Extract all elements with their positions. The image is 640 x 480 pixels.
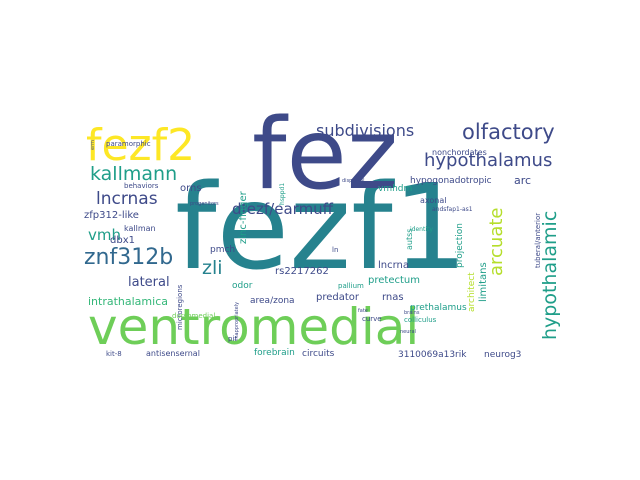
word-24: axonal xyxy=(420,196,446,205)
word-5: subdivisions xyxy=(316,121,414,140)
word-1: fez xyxy=(252,98,398,212)
cloud-background xyxy=(80,120,560,360)
word-15: lateral xyxy=(128,275,170,290)
word-43: autss xyxy=(405,229,414,250)
word-22: arc xyxy=(514,174,531,187)
word-65: dispersal xyxy=(342,178,365,184)
word-20: vmhdm xyxy=(378,184,412,194)
word-19: orns xyxy=(180,183,202,194)
word-10: arcuate xyxy=(486,207,507,276)
word-41: architect xyxy=(467,272,477,312)
word-39: limitans xyxy=(478,262,489,302)
word-25: rs2217262 xyxy=(275,266,329,277)
word-55: identity xyxy=(410,226,433,233)
word-52: kit-8 xyxy=(106,350,122,358)
word-4: olfactory xyxy=(462,120,555,144)
word-31: odor xyxy=(232,281,253,291)
word-40: projection xyxy=(455,223,465,268)
word-50: curve xyxy=(362,315,382,323)
word-33: zinc-finger xyxy=(238,190,249,244)
word-64: erm xyxy=(90,140,96,150)
word-6: hypothalamus xyxy=(424,150,552,171)
word-38: prethalamus xyxy=(410,303,467,313)
word-28: predator xyxy=(316,292,360,303)
word-44: antisensernal xyxy=(146,349,200,358)
word-42: tuberal/anterior xyxy=(534,213,542,268)
word-37: microregions xyxy=(176,284,184,330)
word-7: hypothalamic xyxy=(539,211,561,340)
word-62: inappropriately xyxy=(234,302,240,340)
word-32: pmch xyxy=(210,245,235,255)
word-60: brains xyxy=(404,310,420,316)
word-51: colliculus xyxy=(404,316,437,324)
word-30: area/zona xyxy=(250,296,295,306)
word-27: pretectum xyxy=(368,275,420,286)
word-9: lncrnas xyxy=(96,189,158,209)
word-57: andsfap1-as1 xyxy=(432,206,473,213)
word-47: 3110069a13rik xyxy=(398,350,467,360)
word-59: neural xyxy=(400,329,416,335)
word-8: kallmann xyxy=(90,163,177,185)
word-13: zli xyxy=(202,257,223,279)
word-63: progenitors xyxy=(190,201,219,207)
word-3: fezf2 xyxy=(86,120,195,171)
word-48: neurog3 xyxy=(484,350,521,360)
word-34: dbx1 xyxy=(110,235,135,246)
word-58: fate xyxy=(358,308,368,314)
word-46: circuits xyxy=(302,349,335,359)
word-26: lncrna xyxy=(378,260,409,271)
word-49: pallium xyxy=(338,282,364,290)
word-18: paramorphic xyxy=(106,140,151,148)
word-12: dfezf/earmuff xyxy=(232,200,334,218)
word-21: hypogonadotropic xyxy=(410,176,492,186)
word-54: pit xyxy=(228,335,237,343)
word-11: znf312b xyxy=(84,245,173,270)
word-17: zfp312-like xyxy=(84,210,139,221)
word-2: ventromedial xyxy=(88,298,419,356)
word-61: ln xyxy=(332,246,338,254)
word-35: kallman xyxy=(124,224,156,233)
word-14: vmh xyxy=(88,226,121,244)
word-45: forebrain xyxy=(254,348,295,358)
word-0: fezf1 xyxy=(175,158,468,296)
word-29: rnas xyxy=(382,292,404,303)
word-53: dorsomedial xyxy=(172,312,215,320)
word-56: hsppd1 xyxy=(279,183,286,205)
word-16: intrathalamica xyxy=(88,295,168,308)
word-23: nonchordates xyxy=(432,148,487,157)
word-36: behaviors xyxy=(124,182,159,190)
